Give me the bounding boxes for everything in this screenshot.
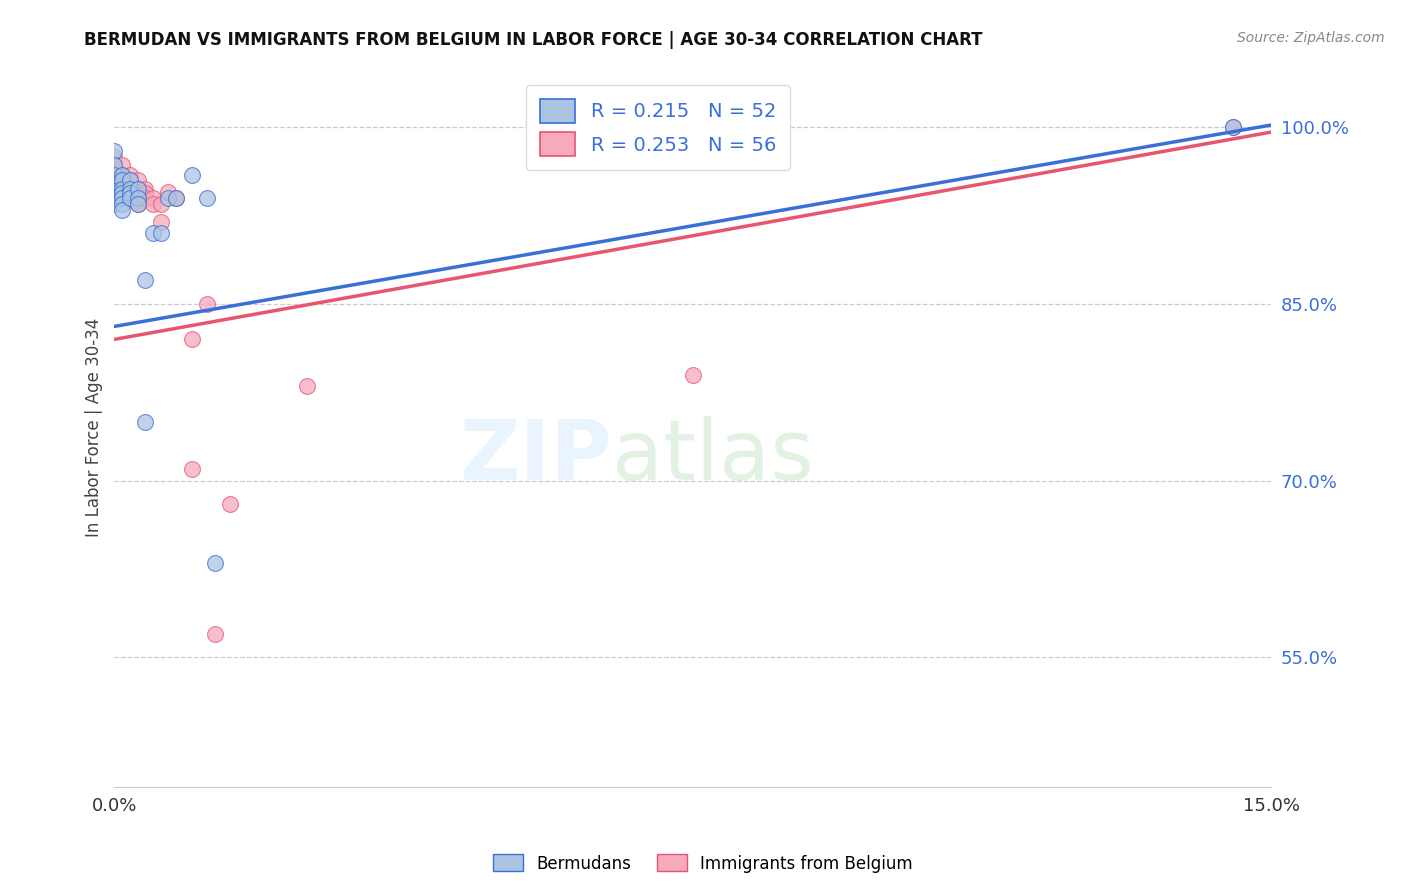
Point <box>103 179 125 194</box>
Point <box>103 144 125 158</box>
Point <box>111 181 134 195</box>
Point <box>142 197 165 211</box>
Point <box>103 194 125 208</box>
Point <box>180 332 202 346</box>
Point <box>157 185 180 199</box>
Point <box>103 186 125 201</box>
Point <box>118 186 141 201</box>
Point <box>165 191 187 205</box>
Point <box>295 379 318 393</box>
Point <box>142 191 165 205</box>
Point <box>103 181 125 195</box>
Point <box>111 173 134 187</box>
Point <box>103 184 125 198</box>
Point <box>103 197 125 211</box>
Point <box>149 227 172 241</box>
Point <box>103 158 125 172</box>
Point <box>204 626 226 640</box>
Point <box>219 497 242 511</box>
Legend: Bermudans, Immigrants from Belgium: Bermudans, Immigrants from Belgium <box>486 847 920 880</box>
Point <box>127 191 149 205</box>
Point <box>204 556 226 570</box>
Point <box>127 197 149 211</box>
Point <box>127 197 149 211</box>
Point <box>118 186 141 201</box>
Point <box>165 191 187 205</box>
Legend: R = 0.215   N = 52, R = 0.253   N = 56: R = 0.215 N = 52, R = 0.253 N = 56 <box>526 86 790 169</box>
Point <box>103 186 125 201</box>
Point <box>103 191 125 205</box>
Point <box>127 173 149 187</box>
Point <box>127 191 149 205</box>
Point <box>103 165 125 179</box>
Point <box>127 181 149 195</box>
Point <box>103 191 125 205</box>
Point <box>111 173 134 187</box>
Point <box>111 158 134 172</box>
Point <box>149 197 172 211</box>
Point <box>103 150 125 164</box>
Point <box>134 181 156 195</box>
Point <box>103 179 125 194</box>
Point <box>118 173 141 187</box>
Point <box>134 191 156 205</box>
Point <box>149 214 172 228</box>
Point <box>180 168 202 182</box>
Point <box>134 273 156 287</box>
Point <box>1222 120 1244 135</box>
Point <box>103 194 125 208</box>
Point <box>195 191 218 205</box>
Point <box>118 191 141 205</box>
Point <box>111 168 134 182</box>
Y-axis label: In Labor Force | Age 30-34: In Labor Force | Age 30-34 <box>86 318 103 537</box>
Point <box>103 173 125 187</box>
Point <box>111 186 134 201</box>
Point <box>111 191 134 205</box>
Point <box>111 181 134 195</box>
Point <box>157 191 180 205</box>
Point <box>180 462 202 476</box>
Point <box>111 186 134 201</box>
Point <box>118 173 141 187</box>
Text: Source: ZipAtlas.com: Source: ZipAtlas.com <box>1237 31 1385 45</box>
Point <box>195 297 218 311</box>
Point <box>134 186 156 201</box>
Point <box>118 181 141 195</box>
Point <box>142 227 165 241</box>
Point <box>103 169 125 184</box>
Point <box>103 168 125 182</box>
Point <box>111 191 134 205</box>
Point <box>103 158 125 172</box>
Point <box>134 415 156 429</box>
Text: atlas: atlas <box>612 416 814 497</box>
Point <box>118 168 141 182</box>
Point <box>127 181 149 195</box>
Text: ZIP: ZIP <box>460 416 612 497</box>
Point <box>103 175 125 189</box>
Point <box>111 168 134 182</box>
Point <box>111 202 134 217</box>
Point <box>118 181 141 195</box>
Point <box>111 197 134 211</box>
Point <box>682 368 704 382</box>
Point <box>1222 120 1244 135</box>
Text: BERMUDAN VS IMMIGRANTS FROM BELGIUM IN LABOR FORCE | AGE 30-34 CORRELATION CHART: BERMUDAN VS IMMIGRANTS FROM BELGIUM IN L… <box>84 31 983 49</box>
